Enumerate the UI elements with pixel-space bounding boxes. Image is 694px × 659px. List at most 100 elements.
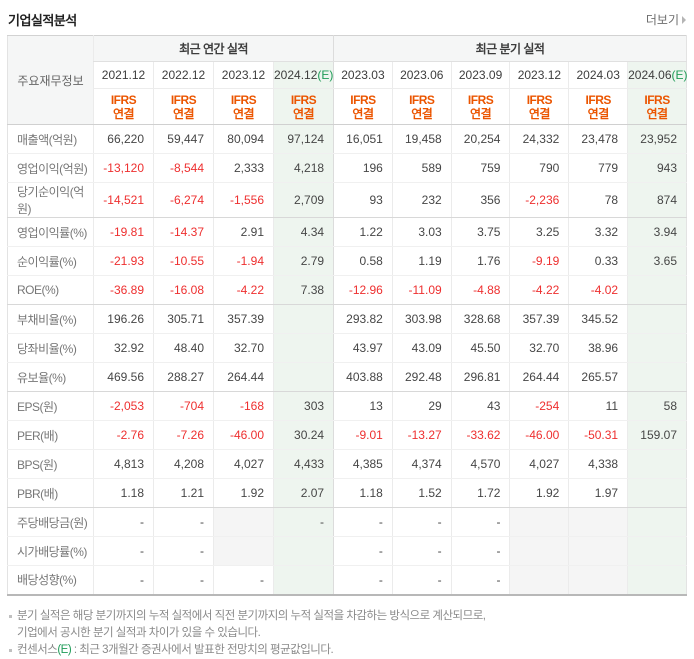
row-label: 부채비율(%)	[7, 304, 94, 334]
table-cell: 357.39	[509, 304, 569, 334]
table-row: 당좌비율(%) 32.92 48.40 32.70 43.97 43.09 45.50 32.…	[7, 333, 687, 363]
date-column-header: 2021.12	[93, 61, 154, 89]
table-cell: 4,027	[213, 449, 274, 479]
more-label: 더보기	[645, 13, 679, 27]
table-cell: 4,433	[272, 449, 334, 479]
table-cell: -8,544	[153, 153, 214, 183]
table-cell	[568, 536, 628, 566]
accounting-standard-header: IFRS 연결	[333, 88, 393, 125]
table-cell: -9.01	[333, 420, 393, 450]
date-column-header: 2022.12	[153, 61, 214, 89]
table-cell: -21.93	[93, 246, 154, 276]
table-cell: 1.18	[333, 478, 393, 508]
table-cell: 403.88	[333, 362, 393, 392]
row-label: PBR(배)	[7, 478, 94, 508]
table-cell: 265.57	[568, 362, 628, 392]
table-cell: 3.75	[450, 217, 510, 247]
table-cell: -50.31	[568, 420, 628, 450]
table-cell: 4,385	[333, 449, 393, 479]
table-cell: 97,124	[272, 124, 334, 154]
table-cell: -	[93, 507, 154, 537]
table-cell: -33.62	[450, 420, 510, 450]
more-link[interactable]: 더보기	[646, 11, 686, 28]
table-row: 순이익률(%) -21.93 -10.55 -1.94 2.79 0.58 1.19 1.76…	[7, 246, 687, 276]
table-cell	[272, 333, 334, 363]
table-row: 영업이익률(%) -19.81 -14.37 2.91 4.34 1.22 3.03 3.75…	[7, 217, 687, 247]
table-cell: 3.32	[568, 217, 628, 247]
table-cell: 1.22	[333, 217, 393, 247]
footnote-line: 분기 실적은 해당 분기까지의 누적 실적에서 직전 분기까지의 누적 실적을 …	[9, 608, 685, 625]
titlebar: 기업실적분석 더보기	[8, 8, 686, 31]
table-cell	[272, 304, 334, 334]
table-cell: -19.81	[93, 217, 154, 247]
table-cell: 2.91	[213, 217, 274, 247]
accounting-standard-header: IFRS 연결	[153, 88, 214, 125]
date-column-header: 2024.06(E)	[627, 61, 688, 89]
table-cell: 29	[391, 391, 452, 421]
footnote-text: 기업에서 공시한 분기 실적과 차이가 있을 수 있습니다.	[17, 626, 261, 639]
table-cell: 1.21	[153, 478, 214, 508]
estimate-mark: (E)	[317, 68, 334, 82]
table-cell: 13	[333, 391, 393, 421]
table-cell: 66,220	[93, 124, 154, 154]
table-cell: -	[213, 565, 274, 595]
table-cell: -1,556	[213, 182, 274, 218]
table-cell: 0.58	[333, 246, 393, 276]
table-cell: -	[153, 565, 214, 595]
table-cell: -	[450, 507, 510, 537]
table-cell: 759	[450, 153, 510, 183]
table-cell	[272, 536, 334, 566]
table-cell: 4,813	[93, 449, 154, 479]
footnote-line: 컨센서스(E) : 최근 3개월간 증권사에서 발표한 전망치의 평균값입니다.	[9, 642, 685, 659]
row-label: EPS(원)	[7, 391, 94, 421]
table-cell: 3.65	[627, 246, 687, 276]
table-cell	[213, 507, 274, 537]
table-cell: 4,218	[272, 153, 334, 183]
table-cell: 328.68	[450, 304, 510, 334]
table-cell	[568, 507, 628, 537]
accounting-standard-header: IFRS 연결	[627, 88, 687, 125]
table-cell: 43.09	[391, 333, 452, 363]
table-cell: 1.52	[391, 478, 452, 508]
footnote-text: : 최근 3개월간 증권사에서 발표한 전망치의 평균값입니다.	[71, 643, 334, 656]
table-cell: 58	[627, 391, 687, 421]
table-cell: 4,027	[509, 449, 569, 479]
row-label: 시가배당률(%)	[7, 536, 94, 566]
table-cell: -4.02	[568, 275, 628, 305]
table-cell: -10.55	[153, 246, 214, 276]
footnote-text: 분기 실적은 해당 분기까지의 누적 실적에서 직전 분기까지의 누적 실적을 …	[17, 609, 486, 622]
table-cell: 2,333	[213, 153, 274, 183]
table-cell: 264.44	[213, 362, 274, 392]
table-cell: -	[333, 507, 393, 537]
table-cell: 0.33	[568, 246, 628, 276]
table-row: 부채비율(%) 196.26 305.71 357.39 293.82 303.98 328…	[7, 304, 687, 334]
table-cell: 790	[509, 153, 569, 183]
table-cell: 7.38	[272, 275, 334, 305]
table-cell: -	[153, 507, 214, 537]
table-cell: 1.18	[93, 478, 154, 508]
date-column-header: 2023.12	[509, 61, 569, 89]
accounting-standard-header: IFRS 연결	[568, 88, 628, 125]
table-cell: -6,274	[153, 182, 214, 218]
table-cell: 1.76	[450, 246, 510, 276]
table-cell: 4.34	[272, 217, 334, 247]
table-cell: 45.50	[450, 333, 510, 363]
row-label: ROE(%)	[7, 275, 94, 305]
table-cell: 1.92	[509, 478, 569, 508]
table-cell: 292.48	[391, 362, 452, 392]
table-cell: 59,447	[153, 124, 214, 154]
table-cell: 293.82	[333, 304, 393, 334]
accounting-standard-header: IFRS 연결	[272, 88, 334, 125]
row-label: 배당성향(%)	[7, 565, 94, 595]
table-cell: 264.44	[509, 362, 569, 392]
table-cell: -46.00	[213, 420, 274, 450]
table-cell: 3.03	[391, 217, 452, 247]
table-cell: 32.92	[93, 333, 154, 363]
footnote-line: 기업에서 공시한 분기 실적과 차이가 있을 수 있습니다.	[9, 625, 685, 642]
table-cell: -4.88	[450, 275, 510, 305]
table-cell: 30.24	[272, 420, 334, 450]
table-row: BPS(원) 4,813 4,208 4,027 4,433 4,385 4,374 4,57…	[7, 449, 687, 479]
date-column-header: 2023.09	[450, 61, 510, 89]
table-cell: 80,094	[213, 124, 274, 154]
chevron-right-icon	[682, 15, 686, 24]
